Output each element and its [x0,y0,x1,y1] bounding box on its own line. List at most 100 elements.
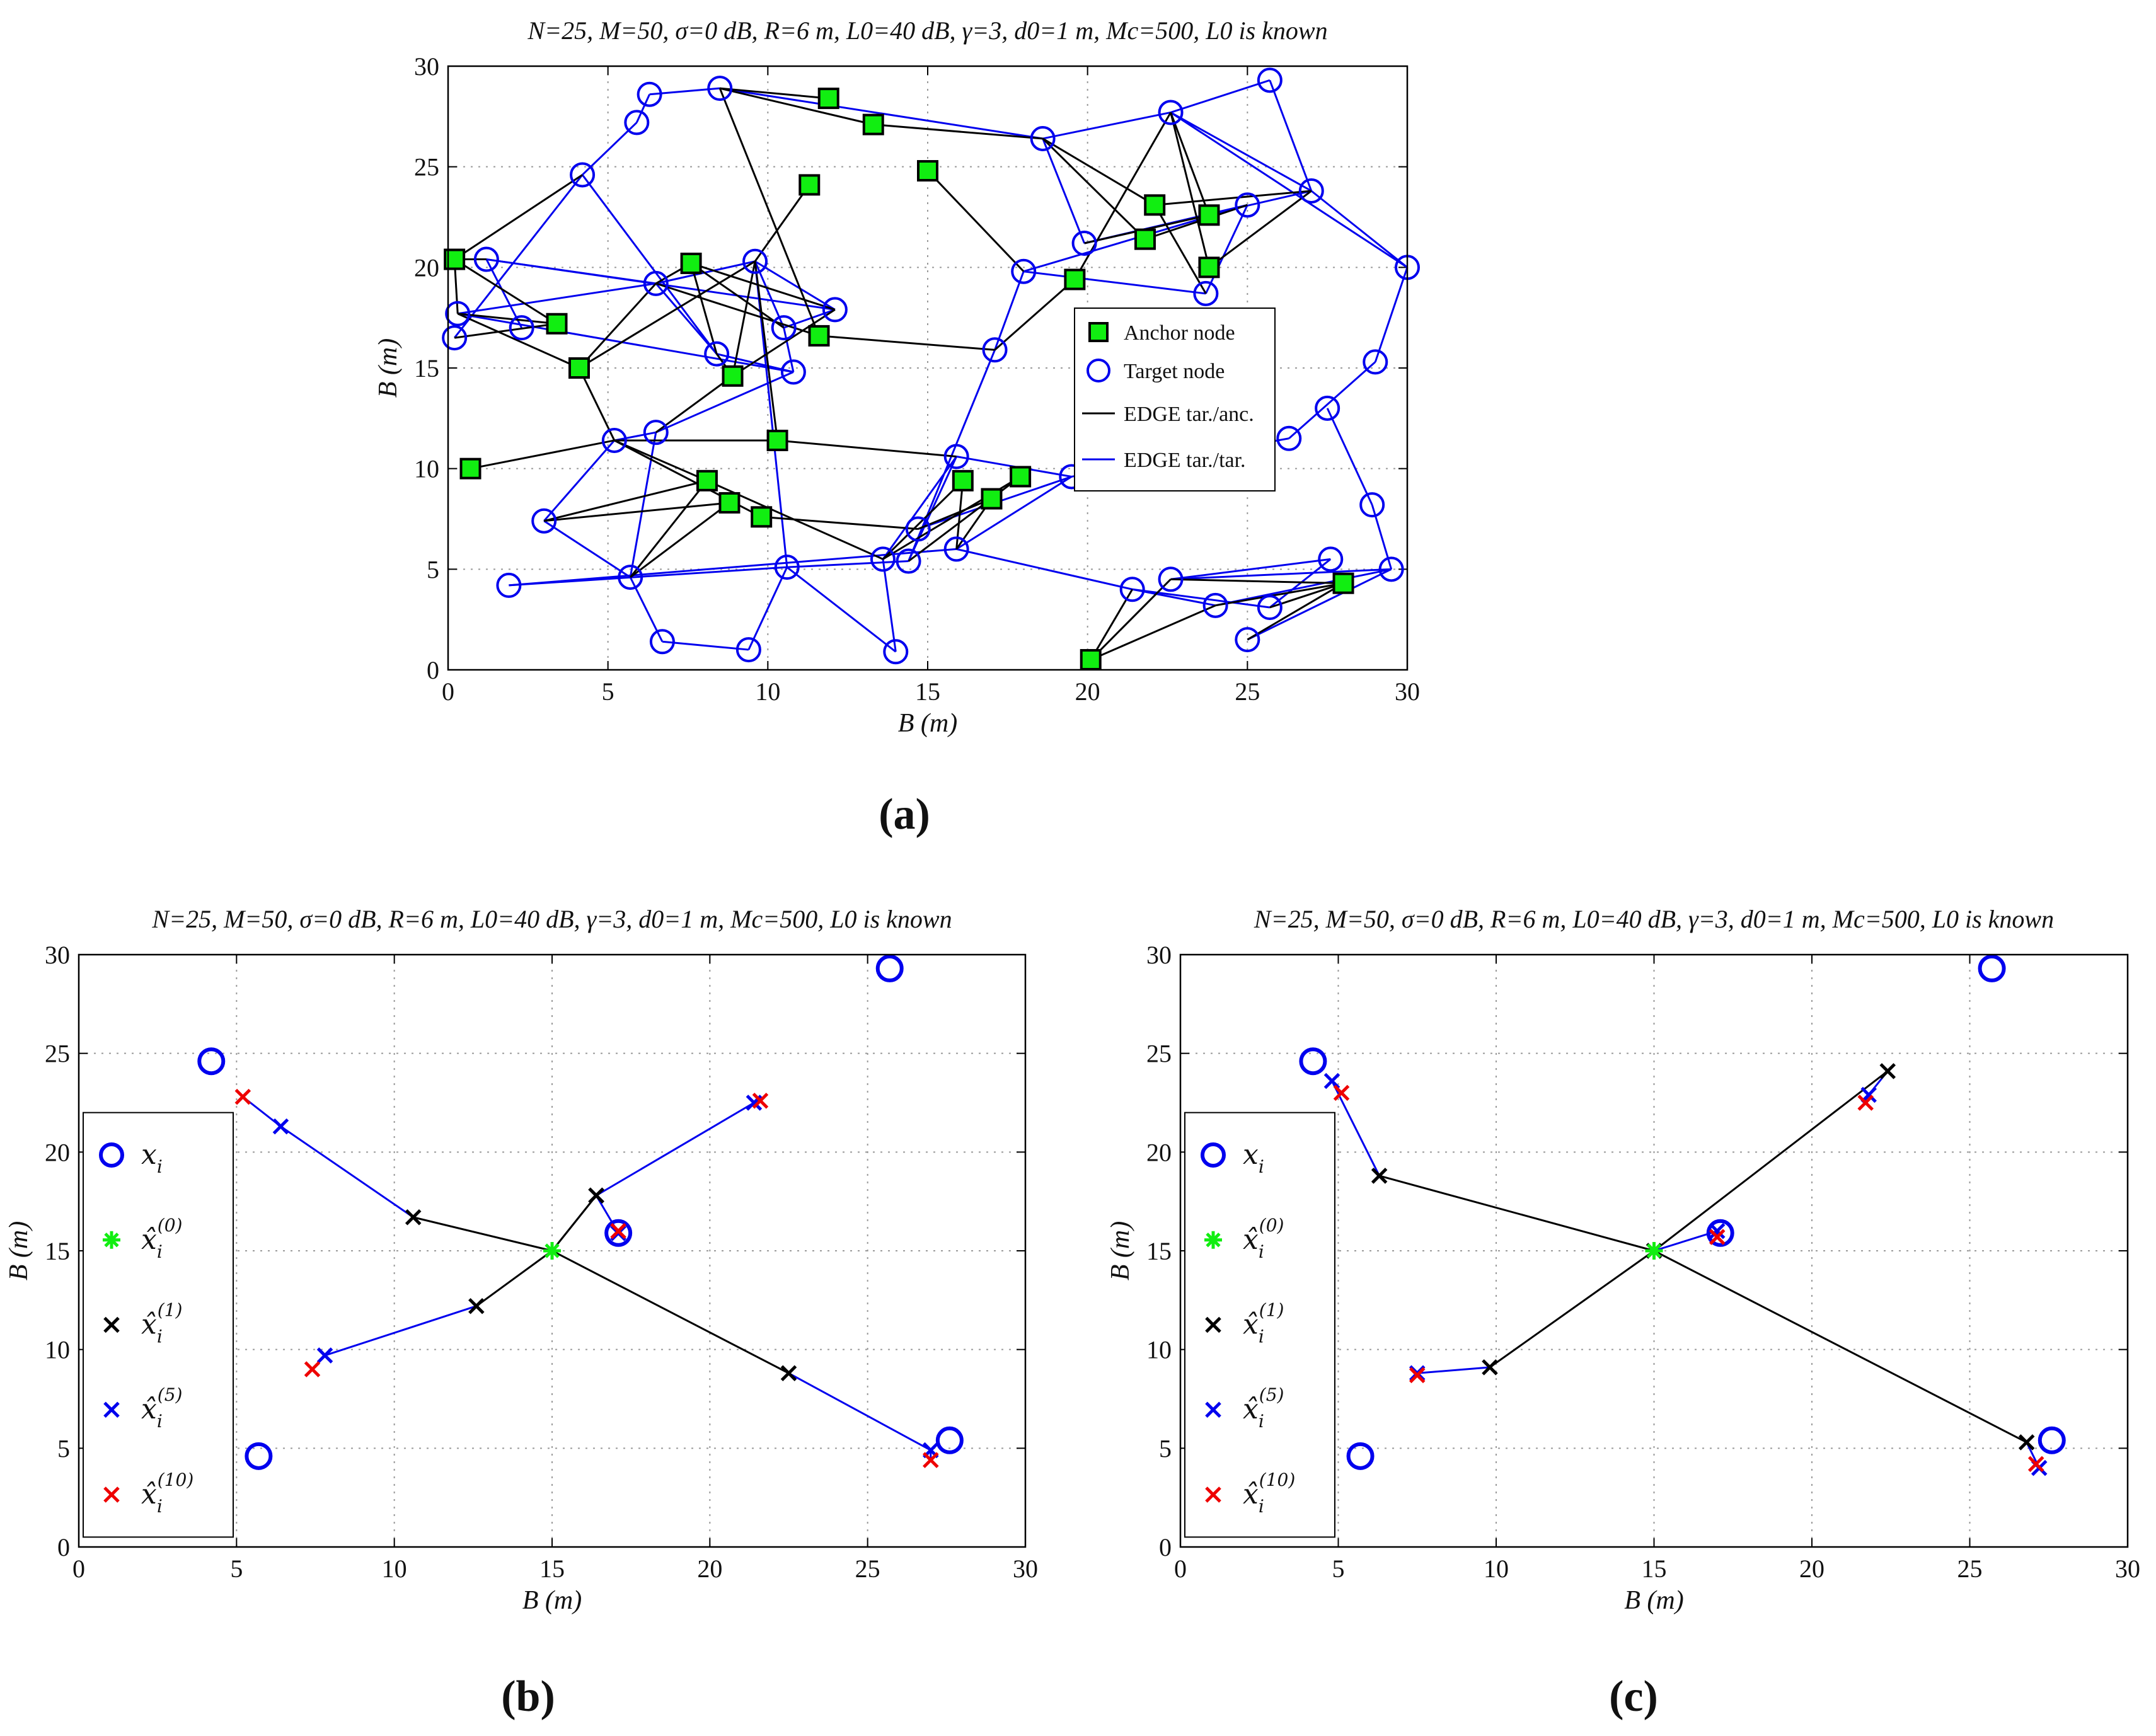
edge-tar-anc [873,124,1043,140]
edge-tar-tar [635,94,650,124]
legend-iter-0-symbol [103,1231,120,1249]
path-iter-1 [551,1250,790,1374]
panel-c-ytick-label: 30 [1146,941,1172,969]
panel-c-ytick-label: 20 [1146,1138,1172,1166]
edge-tar-tar [1269,79,1313,192]
target-node [1030,125,1056,151]
legend-subscript: i [157,1326,163,1347]
target-node [643,270,669,296]
edge-tar-tar [747,566,788,650]
panel-b-ytick-label: 30 [45,941,70,969]
legend-iter-10-symbol [1205,1486,1221,1503]
panel-c-ylabel: B (m) [1106,1221,1135,1280]
edge-tar-tar [754,260,836,311]
legend-entry-label: Anchor node [1124,321,1235,345]
panel-a-ytick-label: 0 [427,656,439,684]
estimate-iter-10-stroke [1333,1084,1350,1101]
estimate-iter-1 [1879,1063,1896,1079]
panel-b-panel-label: (b) [501,1672,555,1721]
edge-tar-anc [1090,578,1172,661]
true-position [2038,1426,2066,1454]
target-node [1276,425,1302,451]
edge-tar-anc [458,313,557,325]
anchor-node [546,313,568,335]
edge-tar-tar [581,174,718,355]
true-position [875,954,904,982]
panel-c-markers [1299,954,2066,1476]
legend-subscript: i [157,1241,163,1262]
legend-anchor-symbol [1088,322,1109,342]
panel-a-xlabel: B (m) [898,709,957,738]
legend-superscript: (10) [158,1469,193,1490]
estimate-iter-1-stroke [468,1297,485,1314]
estimate-iter-10 [304,1361,321,1377]
target-node [531,508,557,534]
edge-tar-tar [457,282,656,315]
panel-a-xtick-label: 30 [1395,677,1420,706]
path-iter-1 [1379,1175,1654,1252]
edge-tar-tar [720,87,1043,140]
anchor-node [696,469,718,491]
estimate-iter-10 [610,1222,626,1239]
edge-tar-tar [1132,588,1271,609]
target-node [1071,231,1097,256]
panel-b-xtick-label: 5 [230,1555,243,1583]
edge-tar-anc [1170,578,1344,585]
edge-tar-anc [918,498,993,530]
anchor-node [1134,228,1156,250]
panel-b-ytick-label: 15 [45,1237,70,1265]
panel-a-title: N=25, M=50, σ=0 dB, R=6 m, L0=40 dB, γ=3… [527,16,1327,45]
panel-c-xtick-label: 20 [1799,1555,1825,1583]
legend-subscript: i [157,1156,163,1177]
edge-tar-tar [1170,558,1331,580]
estimate-iter-5 [1323,1072,1340,1089]
estimate-iter-1 [468,1297,485,1314]
edge-tar-anc [543,480,708,522]
target-node [1158,100,1184,125]
panel-a-xtick-label: 5 [602,677,614,706]
edge-tar-anc [655,282,819,337]
legend-iter-1-symbol [103,1316,120,1333]
edge-tar-anc [1247,582,1344,641]
edge-tar-tar [457,313,794,373]
estimate-iter-10-stroke [752,1093,769,1109]
panel-a-legend: Anchor node Target node EDGE tar./anc. EDGE… [1074,308,1276,491]
panel-c-xtick-label: 0 [1174,1555,1187,1583]
target-node [943,536,969,562]
target-node [1235,192,1260,218]
estimate-iter-5 [316,1347,333,1364]
edge-tar-tar [485,258,523,328]
edge-tar-anc [614,439,708,482]
estimate-iter-10-stroke [234,1088,251,1105]
anchor-node [862,113,884,135]
anchor-node [817,88,839,110]
edge-tar-anc [720,87,829,100]
path-iter-1 [551,1195,597,1251]
panel-a-ylabel: B (m) [374,338,403,398]
legend-iter-1-symbol-stroke [1205,1316,1221,1333]
edge-tar-tar [1247,568,1392,641]
panel-b-xtick-label: 25 [855,1555,880,1583]
path-iter-5 [280,1125,414,1218]
edge-tar-tar [786,566,897,653]
target-node [637,81,662,107]
panel-b-title: N=25, M=50, σ=0 dB, R=6 m, L0=40 dB, γ=3… [151,905,952,933]
panel-c-title: N=25, M=50, σ=0 dB, R=6 m, L0=40 dB, γ=3… [1254,905,2054,933]
estimate-iter-10 [923,1452,939,1468]
edge-tar-anc [578,367,616,441]
estimate-iter-10 [2027,1456,2044,1473]
estimate-iter-1-stroke [405,1209,422,1226]
anchor-node [459,457,481,480]
target-node [982,337,1008,363]
panel-b-legend: xix̂i(0)x̂i(1)x̂i(5)x̂i(10) [83,1112,234,1538]
edge-tar-tar [1205,204,1248,294]
edge-tar-anc [1144,204,1248,241]
legend-subscript: i [1259,1326,1264,1347]
panel-b-ytick-label: 20 [45,1138,70,1166]
target-node [1315,395,1340,421]
true-position [197,1047,226,1076]
edge-tar-anc [630,502,730,578]
legend-subscript: i [1259,1411,1264,1432]
path-iter-5 [325,1305,477,1357]
edge-tar-tar [1170,568,1392,580]
